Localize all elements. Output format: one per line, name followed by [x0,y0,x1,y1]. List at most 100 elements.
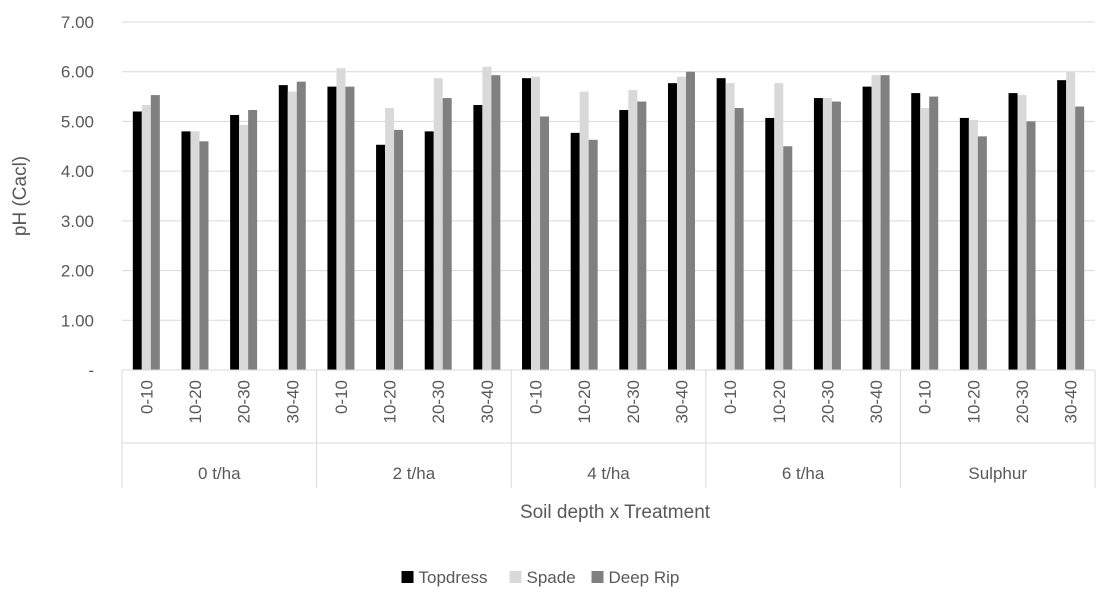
x-tick-label: 0-10 [332,380,351,414]
bar-deep-rip [491,75,501,371]
bar-topdress [862,86,872,370]
bar-topdress [667,83,677,371]
legend-swatch [509,571,522,583]
bar-topdress [911,93,921,370]
x-tick-label: 30-40 [478,380,497,423]
x-tick-label: 0-10 [916,380,935,414]
bar-spade [822,98,832,370]
x-tick-label: 30-40 [867,380,886,423]
bar-spade [676,76,686,370]
bar-spade [1066,71,1076,370]
bar-deep-rip [880,75,890,371]
group-label: Sulphur [968,464,1027,483]
x-tick-label: 20-30 [235,380,254,423]
bar-spade [1017,95,1027,370]
group-label: 2 t/ha [393,464,436,483]
bar-deep-rip [296,81,306,371]
y-tick-label: 3.00 [61,212,94,231]
bar-deep-rip [929,96,939,371]
bar-topdress [570,132,580,370]
x-tick-label: 0-10 [137,380,156,414]
x-tick-label: 0-10 [527,380,546,414]
group-label: 6 t/ha [782,464,825,483]
bar-deep-rip [637,101,647,371]
bar-deep-rip [150,95,160,370]
bar-topdress [1057,80,1067,370]
y-tick-label: 7.00 [61,13,94,32]
bar-topdress [181,131,191,370]
y-tick-label: 6.00 [61,63,94,82]
bar-deep-rip [345,86,355,370]
bar-deep-rip [783,146,793,370]
bar-deep-rip [831,101,841,371]
x-tick-label: 30-40 [283,380,302,423]
legend-swatch [401,571,414,583]
bar-spade [774,83,784,371]
bar-spade [725,83,735,371]
bar-deep-rip [977,136,987,370]
x-tick-label: 30-40 [672,380,691,423]
bar-spade [871,75,881,371]
bar-spade [628,90,638,370]
x-tick-label: 20-30 [624,380,643,423]
bar-topdress [230,114,240,370]
bar-deep-rip [588,139,598,370]
bar-topdress [132,111,142,370]
x-axis: 0-10 10-20 20-30 30-40 0-10 10-20 20-30 30-40 0-… [121,369,1096,488]
bar-deep-rip [394,129,404,370]
bar-deep-rip [685,71,695,370]
bar-spade [336,68,346,370]
y-tick-label: 4.00 [61,162,94,181]
x-tick-label: 0-10 [721,380,740,414]
bar-topdress [522,78,532,371]
bar-spade [385,108,395,371]
y-tick-label: 5.00 [61,112,94,131]
x-tick-label: 10-20 [964,380,983,423]
bars [132,66,1085,371]
bar-deep-rip [1075,106,1085,370]
bar-topdress [376,144,386,370]
x-tick-label: 20-30 [1013,380,1032,423]
gridlines [122,21,1095,321]
legend-label: Deep Rip [609,568,680,587]
bar-spade [141,105,151,370]
bar-spade [190,131,200,370]
bar-deep-rip [248,109,258,370]
bar-topdress [1008,93,1018,370]
bar-topdress [424,131,434,370]
bar-spade [239,124,249,370]
x-tick-label: 10-20 [770,380,789,423]
x-tick-label: 10-20 [186,380,205,423]
bar-topdress [765,117,775,370]
bar-spade [968,119,978,371]
bar-topdress [716,78,726,371]
bar-spade [433,78,443,371]
bar-deep-rip [1026,121,1036,370]
x-tick-label: 20-30 [818,380,837,423]
x-axis-title: Soil depth x Treatment [520,502,711,523]
bar-spade [920,108,930,371]
bar-topdress [959,117,969,370]
y-tick-label: 1.00 [61,311,94,330]
legend: Topdress Spade Deep Rip [401,568,680,587]
bar-spade [287,91,297,370]
group-label: 0 t/ha [198,464,241,483]
bar-deep-rip [540,116,550,370]
x-tick-label: 20-30 [429,380,448,423]
bar-topdress [327,86,337,370]
bar-topdress [473,105,483,370]
x-tick-label: 10-20 [575,380,594,423]
x-tick-label: 10-20 [381,380,400,423]
bar-deep-rip [734,108,744,371]
y-axis-ticks: - 1.00 2.00 3.00 4.00 5.00 6.00 7.00 [61,13,94,380]
bar-deep-rip [199,141,209,370]
legend-swatch [591,571,604,583]
x-tick-label: 30-40 [1062,380,1081,423]
y-tick-label: 2.00 [61,262,94,281]
bar-deep-rip [442,98,452,370]
bar-topdress [278,85,288,370]
group-label: 4 t/ha [587,464,630,483]
legend-label: Topdress [419,568,488,587]
bar-spade [579,91,589,370]
